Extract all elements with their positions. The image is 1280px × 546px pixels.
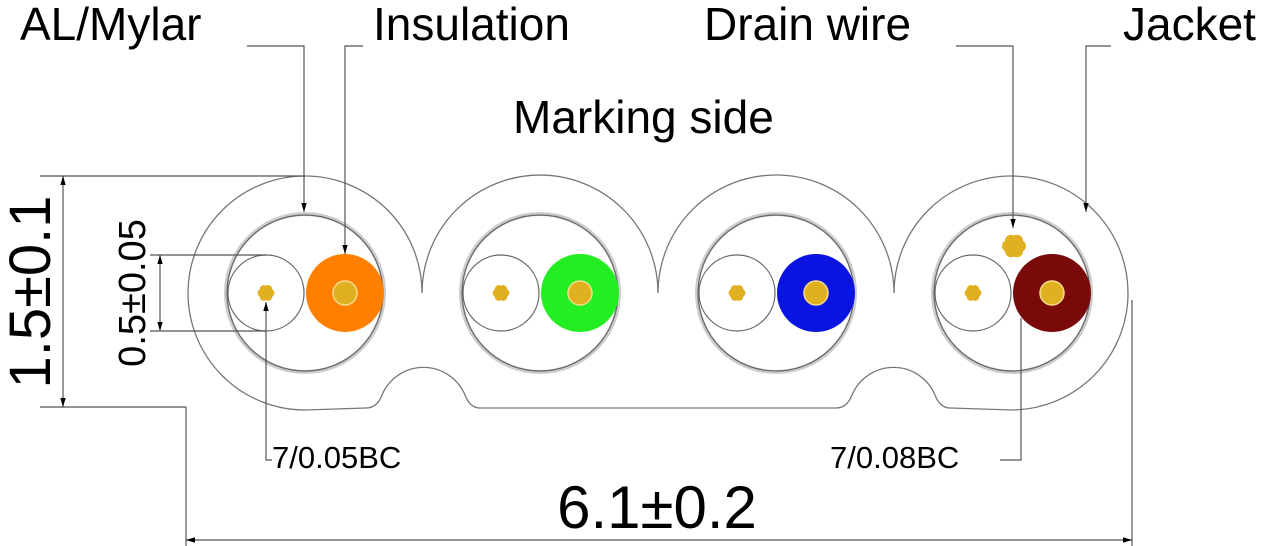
dimension-width-text: 6.1±0.2 — [557, 474, 757, 541]
jacket-leader — [1083, 45, 1111, 212]
white-conductor-strands — [964, 285, 982, 301]
pair-unit-1 — [224, 212, 386, 374]
white-conductor-strands — [728, 285, 746, 301]
dimension-height-text: 1.5±0.1 — [0, 195, 63, 388]
pair-unit-2 — [459, 212, 621, 374]
jacket-outline — [187, 174, 1129, 411]
label-drain-wire: Drain wire — [704, 0, 911, 50]
al-mylar-leader — [247, 45, 307, 212]
colored-conductor — [803, 280, 829, 306]
pair-unit-4 — [931, 212, 1093, 374]
label-insulation: Insulation — [373, 0, 570, 50]
colored-conductor — [1039, 280, 1065, 306]
white-conductor-strands — [492, 285, 510, 301]
colored-conductor — [332, 280, 358, 306]
pair-unit-3 — [695, 212, 857, 374]
drain-wire-leader — [956, 45, 1016, 228]
conductor-right-leader — [1000, 318, 1022, 461]
insulation-leader — [342, 45, 363, 254]
conductor-left-leader — [263, 302, 272, 461]
label-jacket: Jacket — [1123, 0, 1256, 50]
white-conductor-strands — [257, 285, 275, 301]
label-conductor-right: 7/0.08BC — [830, 440, 959, 475]
label-al-mylar: AL/Mylar — [20, 0, 201, 50]
colored-conductor — [567, 280, 593, 306]
label-marking-side: Marking side — [513, 91, 774, 143]
drain-wire-strands — [1002, 234, 1026, 258]
dimension-conductor-text: 0.5±0.05 — [112, 219, 154, 367]
label-conductor-left: 7/0.05BC — [272, 440, 401, 475]
